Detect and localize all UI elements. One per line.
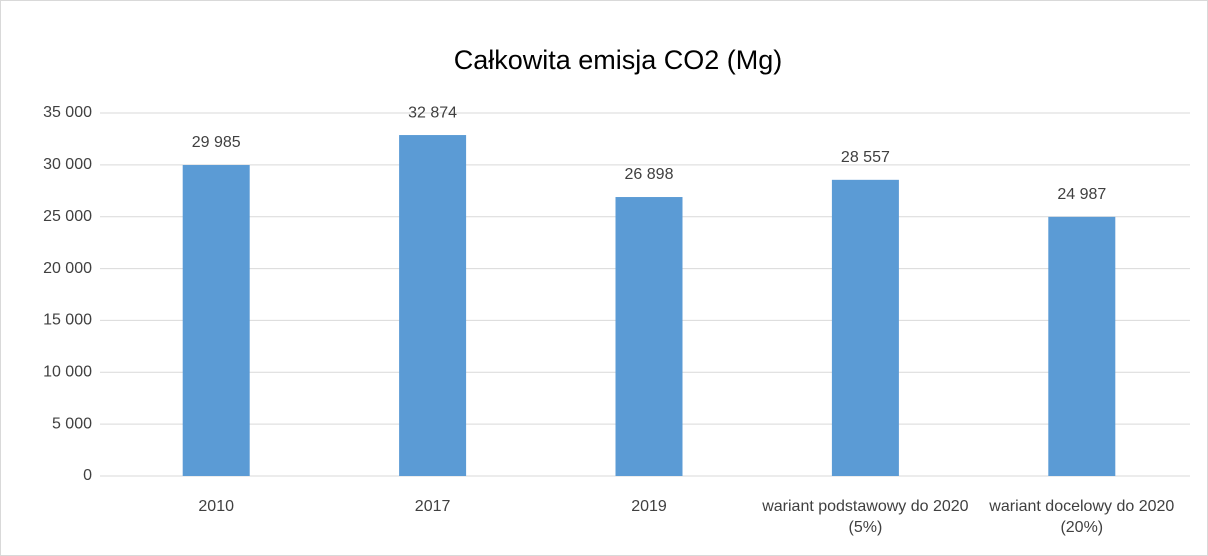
x-tick-label: 2017 bbox=[414, 498, 451, 515]
y-tick-label: 0 bbox=[83, 467, 92, 484]
data-label: 32 874 bbox=[408, 104, 457, 121]
x-tick-label: 2010 bbox=[198, 498, 234, 515]
data-label: 29 985 bbox=[192, 134, 241, 151]
data-label: 26 898 bbox=[625, 166, 674, 183]
x-tick-label: wariant podstawowy do 2020 (5%) bbox=[762, 498, 969, 536]
bar bbox=[182, 165, 250, 477]
chart-title: Całkowita emisja CO2 (Mg) bbox=[454, 45, 783, 75]
data-label: 24 987 bbox=[1057, 186, 1106, 203]
bar bbox=[615, 197, 683, 477]
bar bbox=[399, 135, 467, 476]
y-tick-label: 15 000 bbox=[43, 312, 92, 329]
y-tick-label: 5 000 bbox=[52, 415, 92, 432]
x-tick-label: wariant docelowy do 2020 (20%) bbox=[989, 498, 1175, 536]
y-tick-label: 20 000 bbox=[43, 260, 92, 277]
x-tick-label: 2019 bbox=[631, 498, 667, 515]
bar bbox=[1048, 216, 1116, 476]
data-label: 28 557 bbox=[841, 149, 890, 166]
y-tick-label: 30 000 bbox=[43, 156, 92, 173]
y-tick-label: 10 000 bbox=[43, 364, 92, 381]
y-tick-label: 25 000 bbox=[43, 208, 92, 225]
bar bbox=[831, 179, 899, 476]
y-tick-label: 35 000 bbox=[43, 104, 92, 121]
